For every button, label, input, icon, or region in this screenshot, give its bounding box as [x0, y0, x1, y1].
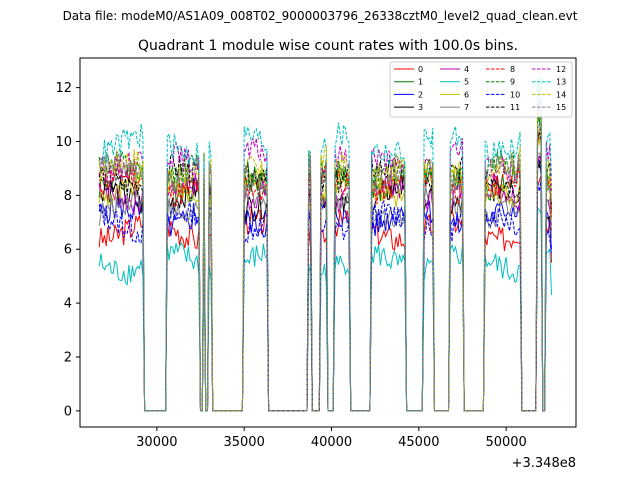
x-tick-label: 50000 — [485, 435, 526, 450]
y-tick-label: 10 — [55, 135, 72, 150]
x-offset-label: +3.348e8 — [512, 456, 576, 471]
legend-label: 5 — [464, 78, 469, 87]
axes-frame — [79, 57, 577, 428]
legend-label: 1 — [418, 78, 423, 87]
legend-label: 0 — [418, 65, 423, 74]
legend-label: 10 — [510, 90, 520, 99]
x-tick-label: 30000 — [136, 435, 177, 450]
legend-label: 7 — [464, 103, 469, 112]
y-tick-label: 4 — [64, 297, 72, 312]
series-line-14 — [98, 112, 552, 412]
x-tick-label: 35000 — [223, 435, 264, 450]
y-tick-label: 2 — [64, 350, 72, 365]
suptitle: Data file: modeM0/AS1A09_008T02_90000037… — [63, 9, 578, 23]
series-line-13 — [98, 75, 552, 412]
legend-label: 6 — [464, 90, 469, 99]
legend-label: 9 — [510, 78, 515, 87]
legend-label: 11 — [510, 103, 520, 112]
legend-box — [389, 61, 573, 118]
legend-label: 2 — [418, 90, 423, 99]
legend-label: 12 — [556, 65, 566, 74]
y-tick-label: 12 — [55, 81, 72, 96]
legend-label: 4 — [464, 65, 469, 74]
series-layer — [98, 75, 552, 412]
y-tick-label: 6 — [64, 243, 72, 258]
chart-title: Quadrant 1 module wise count rates with … — [138, 38, 518, 54]
legend-label: 3 — [418, 103, 423, 112]
x-tick-label: 40000 — [311, 435, 352, 450]
y-tick-label: 0 — [64, 404, 72, 419]
legend-label: 14 — [556, 90, 566, 99]
legend-label: 8 — [510, 65, 515, 74]
y-tick-label: 8 — [64, 189, 72, 204]
x-tick-label: 45000 — [398, 435, 439, 450]
series-line-15 — [98, 122, 552, 412]
series-line-10 — [98, 179, 552, 412]
legend-label: 13 — [556, 78, 566, 87]
legend-label: 15 — [556, 103, 566, 112]
